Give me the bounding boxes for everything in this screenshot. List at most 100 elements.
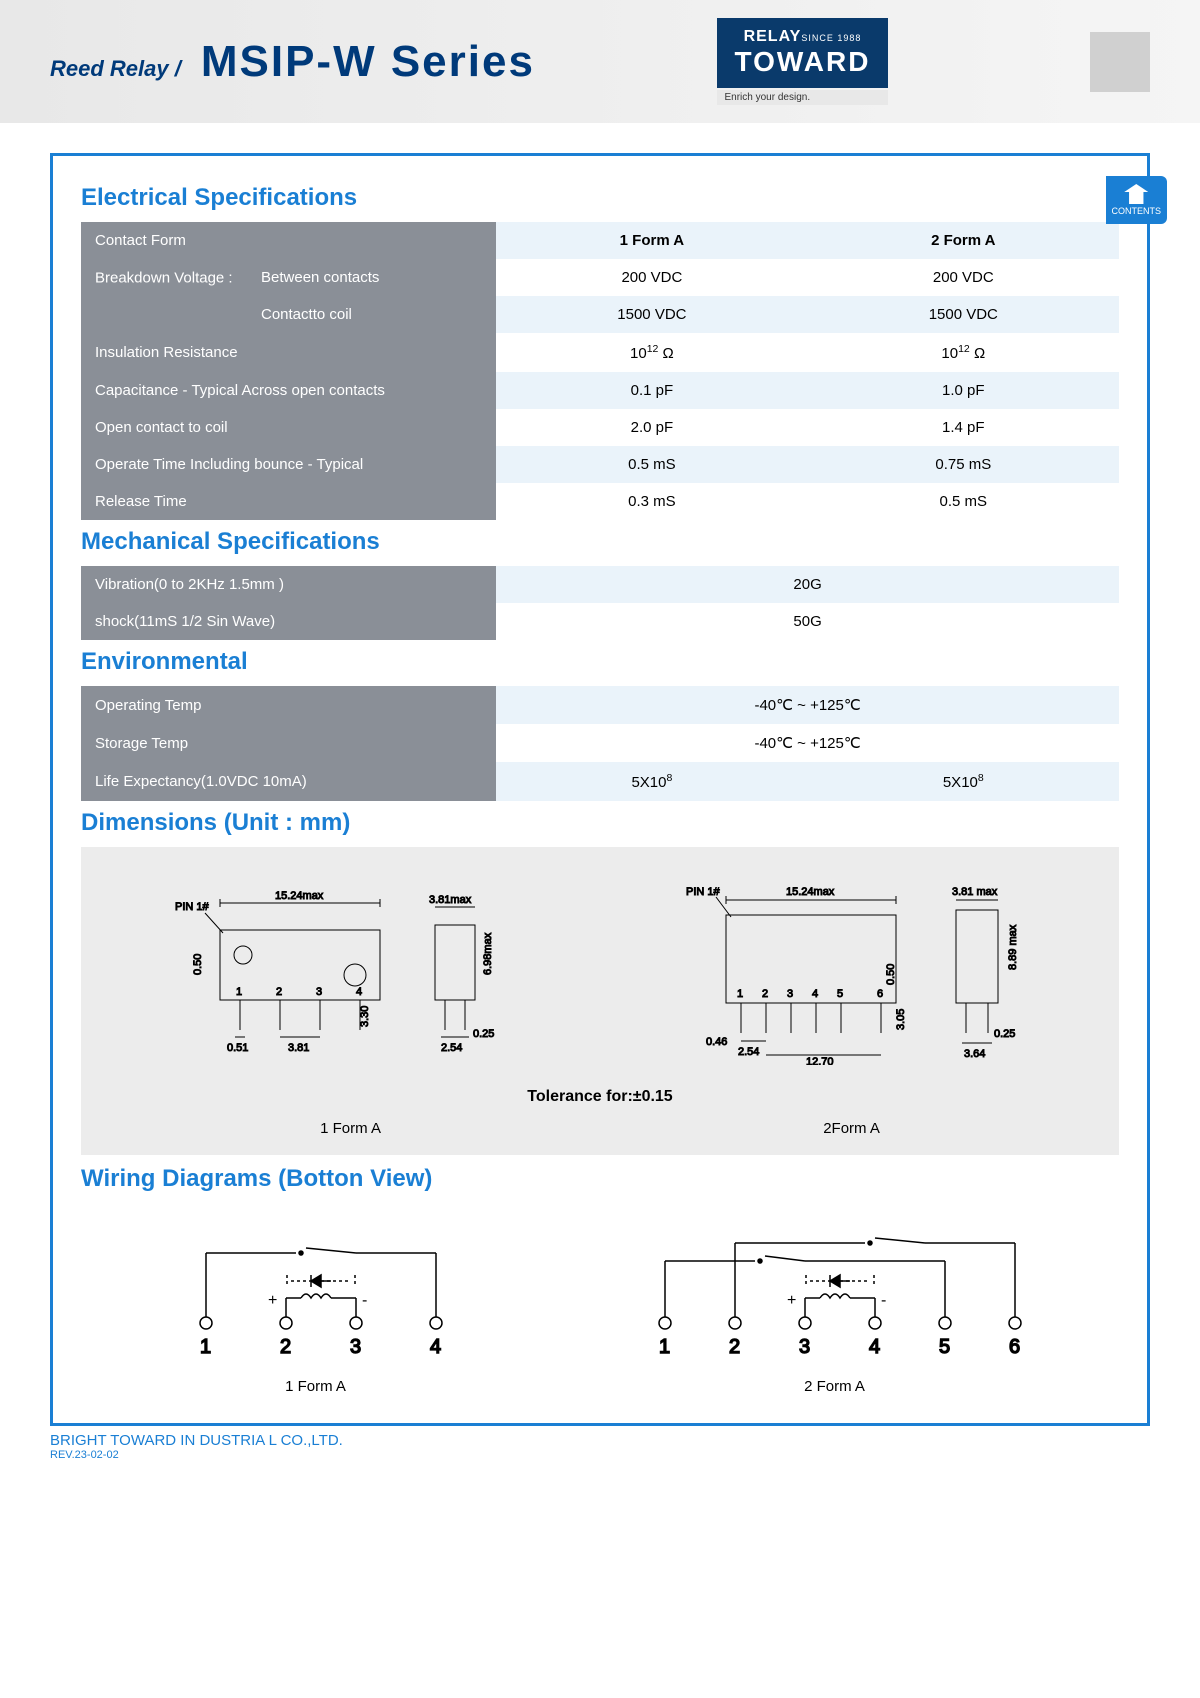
logo-since: SINCE 1988 [801,33,861,43]
table-label-cell: Storage Temp [81,724,496,762]
section-title-elec: Electrical Specifications [81,184,1119,212]
table-data-cell: 1.4 pF [808,409,1119,446]
section-title-mech: Mechanical Specifications [81,528,1119,556]
dim-diagram-1forma: PIN 1# 15.24max 1234 0.51 3.81 3.30 0.50 [145,865,545,1070]
table-data-cell: 0.75 mS [808,446,1119,483]
svg-text:6: 6 [1009,1336,1020,1358]
table-data-cell: 200 VDC [496,259,807,296]
svg-text:+: + [268,1292,277,1309]
svg-text:3: 3 [799,1336,810,1358]
table-data-cell: 0.5 mS [496,446,807,483]
logo-block: RELAYSINCE 1988 TOWARD Enrich your desig… [717,18,889,105]
svg-text:5: 5 [837,988,843,1000]
table-label-cell: Open contact to coil [81,409,496,446]
svg-text:+: + [787,1292,796,1309]
contents-tab[interactable]: CONTENTS [1106,176,1168,224]
table-label-cell: Insulation Resistance [81,333,496,372]
table-header-cell: 1 Form A [496,222,807,259]
svg-text:3.05: 3.05 [895,1009,907,1030]
svg-text:4: 4 [356,986,362,998]
svg-text:4: 4 [430,1336,441,1358]
logo-top-text: RELAY [744,28,802,45]
header-subtitle: Reed Relay / [50,56,181,82]
table-data-cell: 1500 VDC [808,296,1119,333]
table-data-cell: 0.1 pF [496,372,807,409]
svg-text:0.50: 0.50 [192,954,204,975]
page-header: Reed Relay / MSIP-W Series RELAYSINCE 19… [0,0,1200,123]
env-table: Operating Temp-40℃ ~ +125℃Storage Temp-4… [81,686,1119,801]
wiring-diagram-1forma: 1234 +- 1 Form A [156,1213,476,1395]
svg-text:0.46: 0.46 [706,1036,727,1048]
svg-text:3.81 max: 3.81 max [952,886,998,898]
table-data-cell: 0.5 mS [808,483,1119,520]
svg-text:-: - [362,1292,367,1309]
table-data-cell: 1012 Ω [808,333,1119,372]
svg-text:0.25: 0.25 [473,1028,494,1040]
header-titles: Reed Relay / MSIP-W Series [50,37,535,87]
table-label-cell: Operate Time Including bounce - Typical [81,446,496,483]
svg-text:1: 1 [200,1336,211,1358]
dim-diagram-2forma: PIN 1# 15.24max 123456 0.46 2.54 12.70 3… [636,865,1056,1070]
svg-text:2: 2 [729,1336,740,1358]
home-icon [1124,184,1148,204]
table-label-cell: Vibration(0 to 2KHz 1.5mm ) [81,566,496,603]
tolerance-text: Tolerance for:±0.15 [99,1088,1101,1106]
header-title: MSIP-W Series [201,37,535,87]
svg-text:3.81max: 3.81max [429,894,472,906]
table-data-cell: 0.3 mS [496,483,807,520]
footer: BRIGHT TOWARD IN DUSTRIA L CO.,LTD. REV.… [50,1432,1150,1461]
svg-text:8.89 max: 8.89 max [1007,924,1019,970]
dimensions-area: PIN 1# 15.24max 1234 0.51 3.81 3.30 0.50 [81,847,1119,1155]
svg-text:2.54: 2.54 [738,1046,759,1058]
svg-text:1: 1 [737,988,743,1000]
table-data-cell: 5X108 [496,762,807,801]
footer-rev: REV.23-02-02 [50,1449,1150,1461]
svg-text:6: 6 [877,988,883,1000]
svg-text:5: 5 [939,1336,950,1358]
wire-label-2: 2 Form A [625,1378,1045,1395]
mech-table: Vibration(0 to 2KHz 1.5mm )20Gshock(11mS… [81,566,1119,640]
table-data-cell: 1.0 pF [808,372,1119,409]
svg-text:2.54: 2.54 [441,1042,462,1054]
svg-text:0.51: 0.51 [227,1042,248,1054]
table-label-cell: Breakdown Voltage :Between contacts [81,259,496,296]
table-data-cell: 2.0 pF [496,409,807,446]
logo-tagline: Enrich your design. [717,90,889,105]
svg-text:3.64: 3.64 [964,1048,985,1060]
svg-text:3: 3 [350,1336,361,1358]
dim-label-2: 2Form A [823,1120,880,1137]
svg-text:3: 3 [316,986,322,998]
logo-main: TOWARD [735,46,871,78]
svg-text:4: 4 [869,1336,880,1358]
table-data-cell: -40℃ ~ +125℃ [496,686,1119,724]
table-data-cell: 1012 Ω [496,333,807,372]
header-placeholder-box [1090,32,1150,92]
table-label-cell: Contactto coil [81,296,496,333]
table-label-cell: Operating Temp [81,686,496,724]
svg-text:3.81: 3.81 [288,1042,309,1054]
svg-text:1: 1 [236,986,242,998]
svg-text:15.24max: 15.24max [786,886,835,898]
table-data-cell: 1500 VDC [496,296,807,333]
table-data-cell: 200 VDC [808,259,1119,296]
tab-label: CONTENTS [1112,206,1162,216]
svg-text:0.50: 0.50 [885,964,897,985]
section-title-dim: Dimensions (Unit : mm) [81,809,1119,837]
svg-text:4: 4 [812,988,818,1000]
section-title-wire: Wiring Diagrams (Botton View) [81,1165,1119,1193]
table-data-cell: 20G [496,566,1119,603]
svg-text:3.30: 3.30 [359,1006,371,1027]
table-data-cell: 5X108 [808,762,1119,801]
table-label-cell: Release Time [81,483,496,520]
wiring-area: 1 2 3 4 + - 1 Form A [81,1203,1119,1405]
table-label-cell: Life Expectancy(1.0VDC 10mA) [81,762,496,801]
svg-text:0.25: 0.25 [994,1028,1015,1040]
footer-company: BRIGHT TOWARD IN DUSTRIA L CO.,LTD. [50,1432,1150,1449]
table-label-cell: shock(11mS 1/2 Sin Wave) [81,603,496,640]
table-header-cell: 2 Form A [808,222,1119,259]
svg-text:6.98max: 6.98max [482,932,494,975]
svg-text:PIN 1#: PIN 1# [175,901,210,913]
section-title-env: Environmental [81,648,1119,676]
wire-label-1: 1 Form A [156,1378,476,1395]
dim-label-1: 1 Form A [320,1120,381,1137]
